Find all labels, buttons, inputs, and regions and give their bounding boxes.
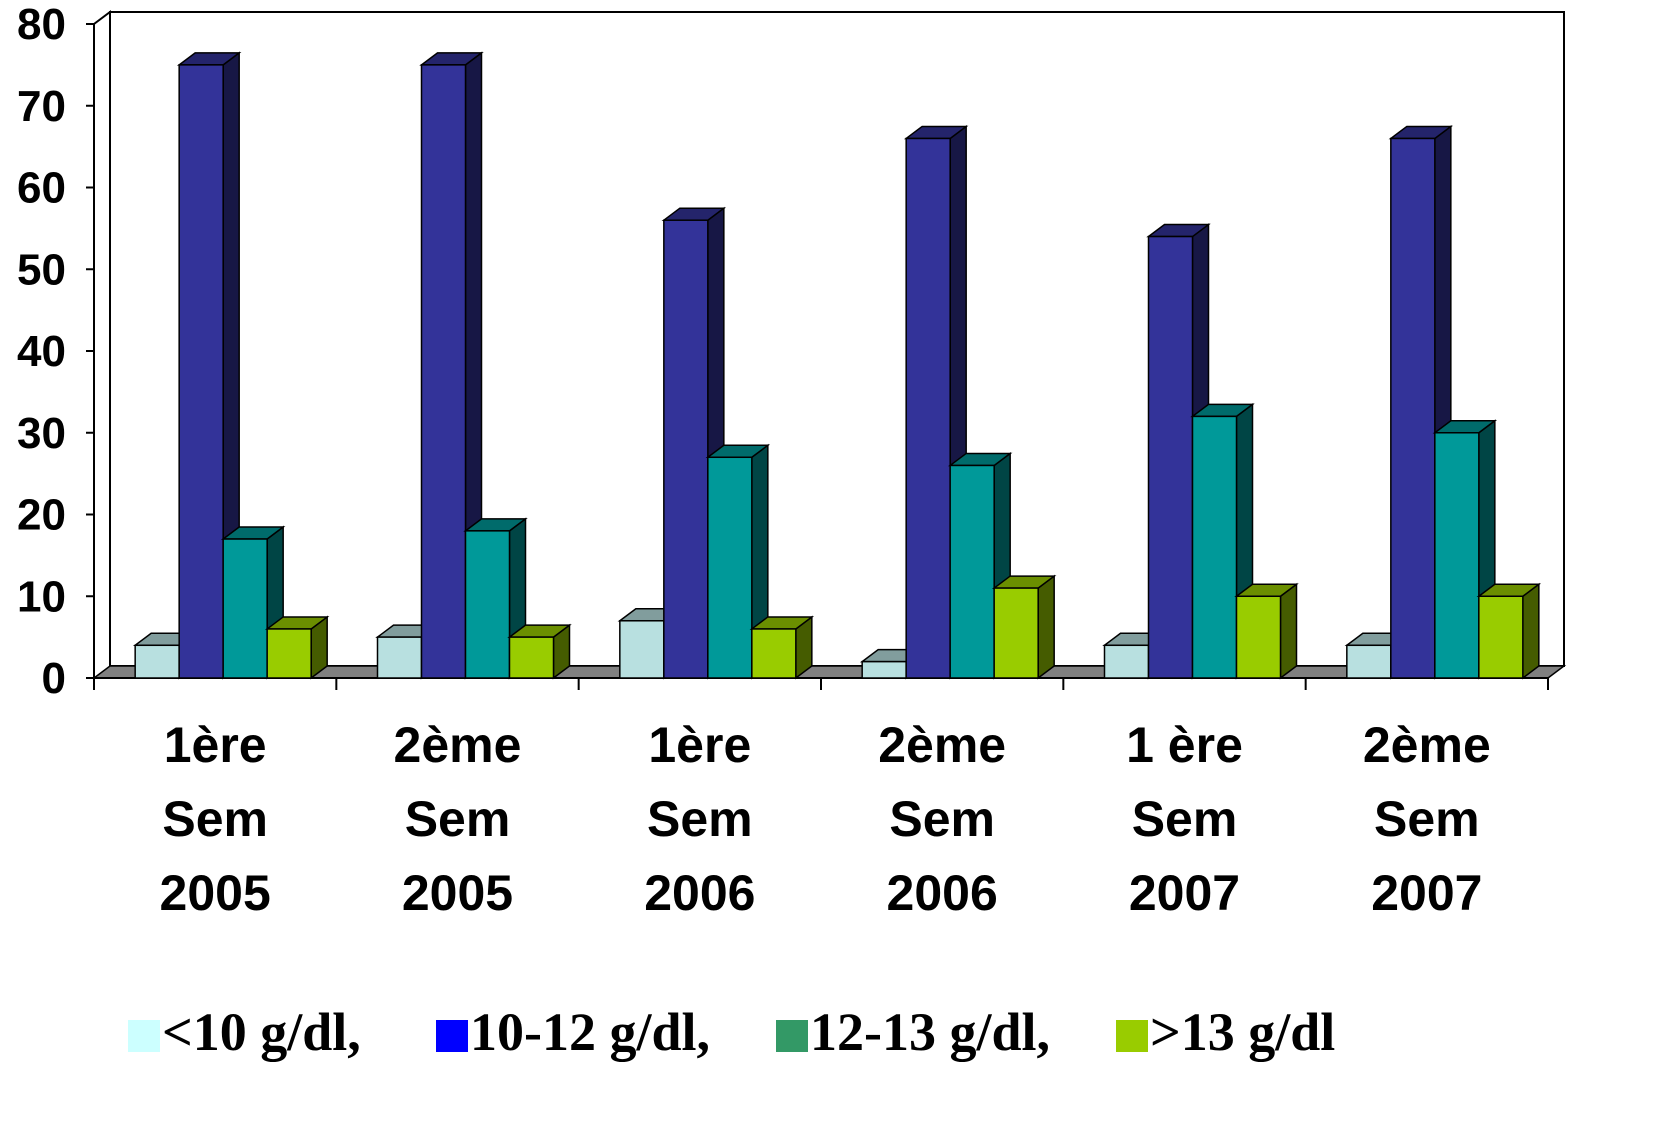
legend-label: <10 g/dl,: [162, 1002, 361, 1062]
bar: [1476, 582, 1542, 680]
bar-front: [1191, 415, 1238, 679]
x-category-label: 1 ère Sem 2007: [1126, 717, 1243, 921]
bar-front: [949, 464, 995, 679]
bar-front: [1147, 235, 1194, 679]
legend-swatch: [776, 1020, 808, 1052]
legend: <10 g/dl, 10-12 g/dl, 12-13 g/dl, >13 g/dl: [128, 1002, 1335, 1062]
bar: [419, 51, 484, 680]
bar-front: [420, 64, 467, 679]
bar: [176, 51, 242, 680]
bar-front: [134, 644, 180, 679]
y-tick-label: 70: [17, 82, 66, 131]
bar-front: [464, 530, 511, 679]
bar-front: [266, 628, 312, 679]
x-category-label: 1ère Sem 2006: [644, 717, 755, 921]
bar-front: [1103, 644, 1150, 679]
bar-side: [1037, 574, 1055, 680]
y-axis: 0 10 20 30 40 50 60 70 80: [17, 0, 95, 703]
bar-front: [508, 636, 555, 679]
y-tick-label: 10: [17, 572, 66, 621]
bar-front: [1390, 137, 1436, 679]
bar: [947, 451, 1013, 680]
x-category-label: 2ème Sem 2006: [878, 717, 1006, 921]
bar-front: [222, 538, 268, 679]
bar-front: [1346, 644, 1392, 679]
bar: [1234, 582, 1299, 680]
bar: [991, 574, 1057, 680]
left-wall: [93, 10, 111, 678]
bar: [749, 615, 815, 680]
x-category-label: 1ère Sem 2005: [160, 717, 271, 921]
bar: [264, 615, 330, 680]
legend-swatch: [436, 1020, 468, 1052]
legend-swatch: [1116, 1020, 1148, 1052]
x-axis: 1ère Sem 2005 2ème Sem 2005 1ère Sem 2006 2ème Sem…: [93, 677, 1549, 921]
back-wall: [109, 11, 1565, 667]
bar-front: [619, 620, 665, 679]
bar-front: [663, 219, 709, 679]
y-tick-label: 50: [17, 245, 66, 294]
bar-front: [376, 636, 423, 679]
bar-front: [707, 456, 753, 679]
y-tick-label: 0: [42, 654, 66, 703]
bar-front: [993, 587, 1039, 679]
chart-walls: [91, 10, 1567, 679]
bar-side: [1522, 582, 1540, 680]
bar-front: [751, 628, 797, 679]
bar-front: [1434, 432, 1480, 679]
y-tick-label: 80: [17, 0, 66, 49]
bars: [132, 51, 1542, 680]
legend-label: >13 g/dl: [1150, 1002, 1335, 1062]
legend-swatch: [128, 1020, 160, 1052]
y-tick-label: 40: [17, 327, 66, 376]
legend-label: 10-12 g/dl,: [470, 1002, 710, 1062]
bar-front: [861, 660, 907, 679]
y-tick-label: 30: [17, 409, 66, 458]
y-tick-label: 60: [17, 164, 66, 213]
y-tick-label: 20: [17, 491, 66, 540]
x-category-label: 2ème Sem 2005: [394, 717, 522, 921]
x-category-label: 2ème Sem 2007: [1363, 717, 1491, 921]
bar-front: [178, 64, 224, 679]
bar-front: [905, 137, 951, 679]
bar: [507, 623, 572, 680]
bar-side: [1279, 582, 1298, 680]
legend-label: 12-13 g/dl,: [810, 1002, 1050, 1062]
bar-front: [1478, 595, 1524, 679]
bar-front: [1235, 595, 1282, 679]
